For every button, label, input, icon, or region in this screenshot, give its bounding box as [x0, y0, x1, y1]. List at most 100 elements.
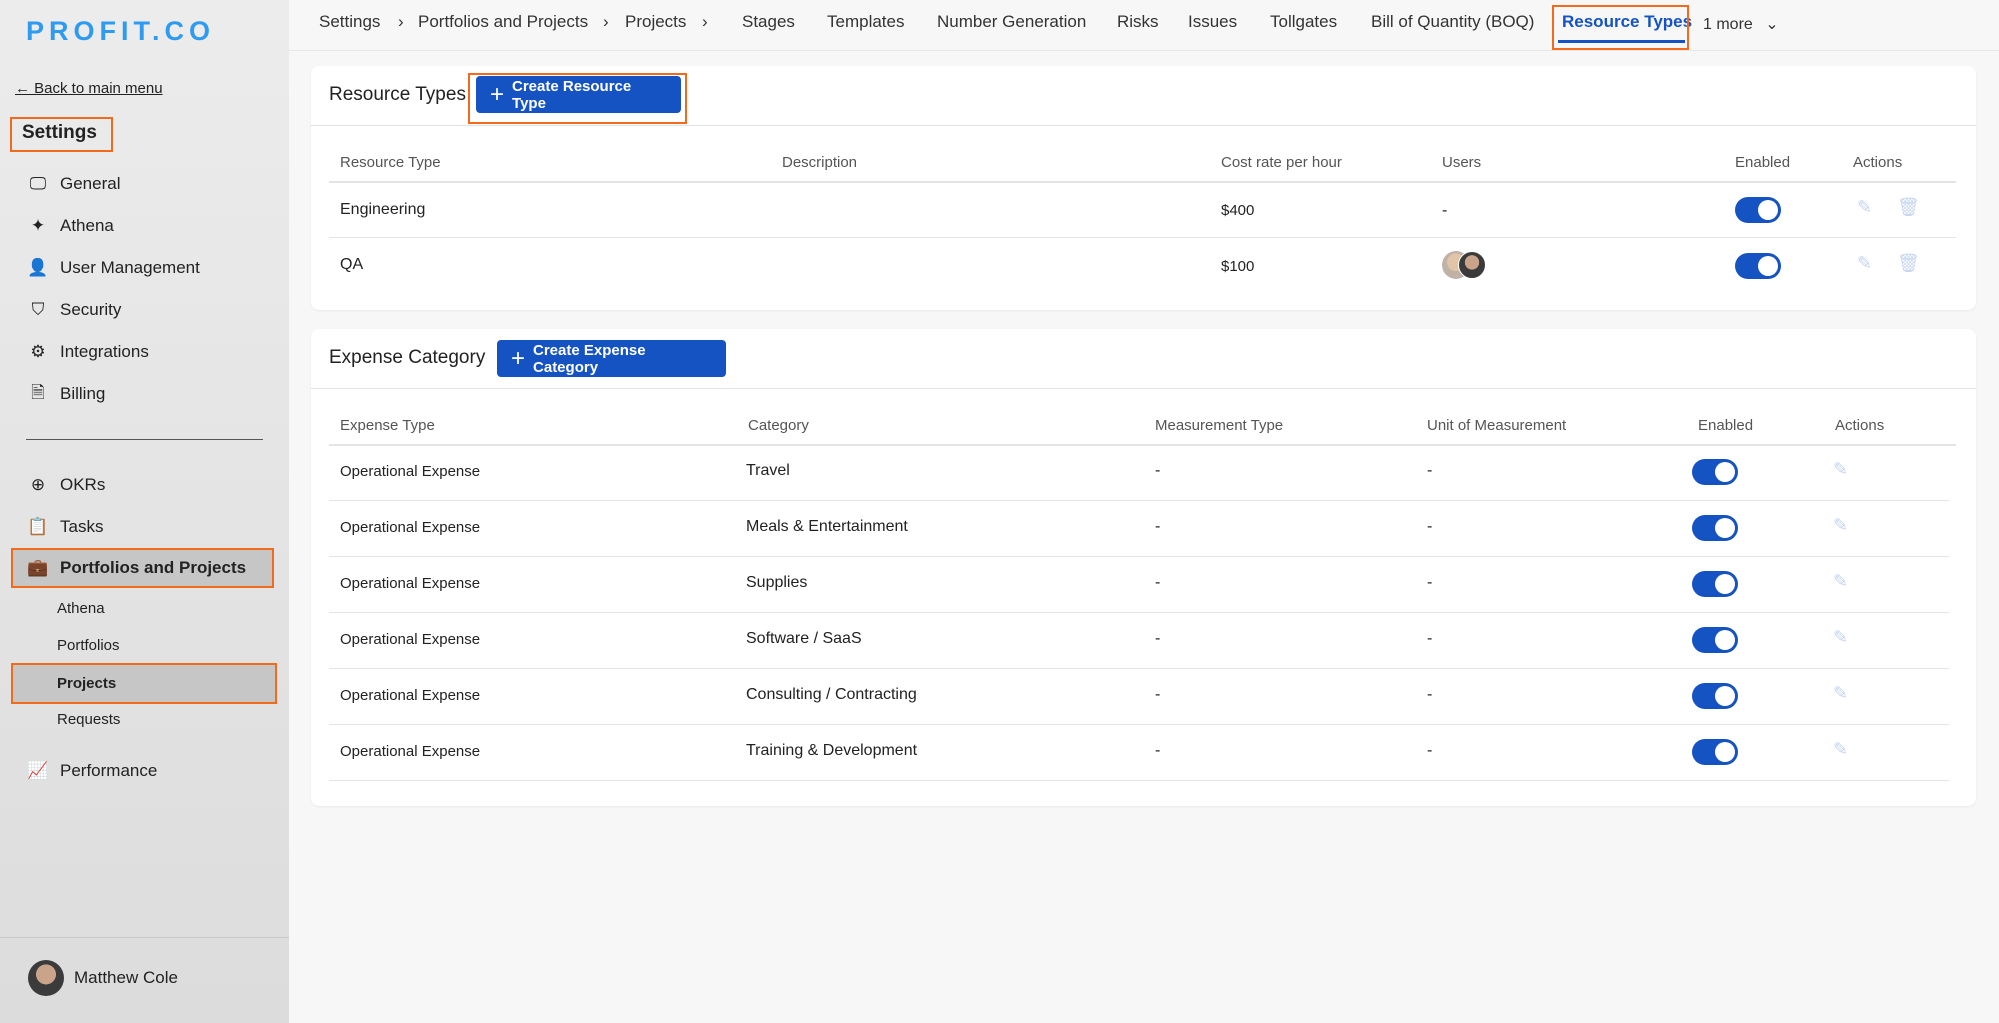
sidebar-item-integrations[interactable]: ⚙ Integrations [28, 342, 148, 362]
highlight-box [1552, 5, 1689, 50]
resource-type: QA [340, 256, 364, 273]
row-divider [329, 500, 1949, 501]
sidebar-item-billing[interactable]: 🗎 Billing [28, 382, 106, 404]
enabled-toggle[interactable] [1735, 197, 1781, 223]
delete-icon[interactable]: 🗑 [1897, 197, 1920, 217]
measurement-type: - [1155, 742, 1161, 759]
column-header: Enabled [1698, 417, 1754, 434]
header-divider [329, 444, 1956, 446]
enabled-toggle[interactable] [1735, 253, 1781, 279]
back-to-main-menu-link[interactable]: ← Back to main menu [15, 80, 163, 97]
edit-icon[interactable]: ✎ [1833, 515, 1849, 535]
edit-icon[interactable]: ✎ [1833, 739, 1849, 759]
tab-stages[interactable]: Stages [742, 12, 795, 31]
expense-type: Operational Expense [340, 743, 481, 760]
header-divider [329, 181, 1956, 183]
highlight-box [11, 663, 277, 704]
card-divider [311, 388, 1976, 389]
measurement-type: - [1155, 574, 1161, 591]
more-tabs-dropdown[interactable]: 1 more ⌄ [1703, 14, 1779, 34]
edit-icon[interactable]: ✎ [1857, 253, 1873, 273]
edit-icon[interactable]: ✎ [1833, 627, 1849, 647]
category: Consulting / Contracting [746, 686, 917, 703]
enabled-toggle[interactable] [1692, 459, 1738, 485]
enabled-toggle[interactable] [1692, 683, 1738, 709]
unit-of-measurement: - [1427, 518, 1433, 535]
sidebar-item-tasks[interactable]: 📋 Tasks [27, 517, 103, 537]
sidebar-item-label: Athena [60, 216, 114, 235]
active-highlight [13, 550, 272, 586]
users: - [1442, 202, 1448, 219]
edit-icon[interactable]: ✎ [1857, 197, 1873, 217]
measurement-type: - [1155, 462, 1161, 479]
create-resource-type-button[interactable]: + Create Resource Type [476, 76, 681, 113]
enabled-toggle[interactable] [1692, 571, 1738, 597]
breadcrumb-portfolios-and-projects[interactable]: Portfolios and Projects [418, 12, 589, 31]
row-divider [329, 556, 1949, 557]
highlight-box [10, 117, 113, 152]
subitem-projects[interactable]: Projects [57, 675, 117, 692]
user-avatars[interactable] [1442, 251, 1486, 279]
sidebar-item-label: Billing [60, 384, 106, 403]
more-label: 1 more [1703, 16, 1753, 33]
user-profile[interactable]: Matthew Cole [28, 960, 178, 996]
resource-type: Engineering [340, 201, 426, 218]
unit-of-measurement: - [1427, 462, 1433, 479]
settings-title: Settings [22, 122, 97, 143]
sidebar-item-label: Portfolios and Projects [60, 558, 247, 577]
avatar [1458, 251, 1486, 279]
column-header: Cost rate per hour [1221, 154, 1342, 171]
sidebar-item-label: User Management [60, 258, 200, 277]
tab-issues[interactable]: Issues [1188, 12, 1238, 31]
column-header: Description [782, 154, 858, 171]
create-expense-category-button[interactable]: + Create Expense Category [497, 340, 726, 377]
row-divider [329, 612, 1949, 613]
highlight-box [468, 73, 687, 124]
tab-number-generation[interactable]: Number Generation [937, 12, 1087, 31]
subitem-portfolios[interactable]: Portfolios [57, 637, 120, 654]
column-header: Category [748, 417, 809, 434]
tab-boq[interactable]: Bill of Quantity (BOQ) [1371, 12, 1535, 31]
column-header: Actions [1853, 154, 1903, 171]
tab-risks[interactable]: Risks [1117, 12, 1159, 31]
card-title: Resource Types [329, 84, 466, 105]
category: Software / SaaS [746, 630, 862, 647]
sidebar-item-security[interactable]: ⛉ Security [28, 300, 122, 320]
measurement-type: - [1155, 630, 1161, 647]
edit-icon[interactable]: ✎ [1833, 571, 1849, 591]
profitco-logo: PROFIT.CO [26, 16, 216, 46]
enabled-toggle[interactable] [1692, 739, 1738, 765]
sidebar-item-label: Performance [60, 761, 158, 780]
breadcrumb-settings[interactable]: Settings [319, 12, 381, 31]
enabled-toggle[interactable] [1692, 515, 1738, 541]
measurement-type: - [1155, 686, 1161, 703]
breadcrumb-projects[interactable]: Projects [625, 12, 687, 31]
sidebar-item-general[interactable]: 🖵 General [28, 174, 121, 194]
button-label: Create Expense Category [533, 341, 646, 376]
sidebar-item-portfolios-and-projects[interactable]: 💼 Portfolios and Projects [27, 558, 247, 578]
subitem-requests[interactable]: Requests [57, 711, 121, 728]
breadcrumb-separator: › [398, 12, 404, 31]
sidebar-item-okrs[interactable]: ⊕ OKRs [28, 475, 105, 495]
subitem-athena[interactable]: Athena [57, 600, 105, 617]
user-icon: 👤 [27, 258, 49, 277]
receipt-icon: 🗎 [31, 382, 45, 402]
sidebar-item-performance[interactable]: 📈 Performance [27, 761, 158, 781]
tab-templates[interactable]: Templates [827, 12, 905, 31]
expense-category-card: Expense Category + Create Expense Categor… [311, 329, 1976, 806]
row-divider [329, 237, 1956, 238]
sidebar-item-user-management[interactable]: 👤 User Management [27, 258, 200, 278]
enabled-toggle[interactable] [1692, 627, 1738, 653]
column-header: Users [1442, 154, 1482, 171]
expense-type: Operational Expense [340, 575, 481, 592]
edit-icon[interactable]: ✎ [1833, 683, 1849, 703]
column-header: Unit of Measurement [1427, 417, 1567, 434]
delete-icon[interactable]: 🗑 [1897, 253, 1920, 273]
tab-tollgates[interactable]: Tollgates [1270, 12, 1338, 31]
column-header: Measurement Type [1155, 417, 1284, 434]
tab-resource-types[interactable]: Resource Types [1562, 12, 1693, 31]
sidebar-item-athena[interactable]: ✦ Athena [28, 216, 114, 236]
cost-rate: $400 [1221, 202, 1255, 219]
plus-icon: + [490, 80, 505, 108]
edit-icon[interactable]: ✎ [1833, 459, 1849, 479]
